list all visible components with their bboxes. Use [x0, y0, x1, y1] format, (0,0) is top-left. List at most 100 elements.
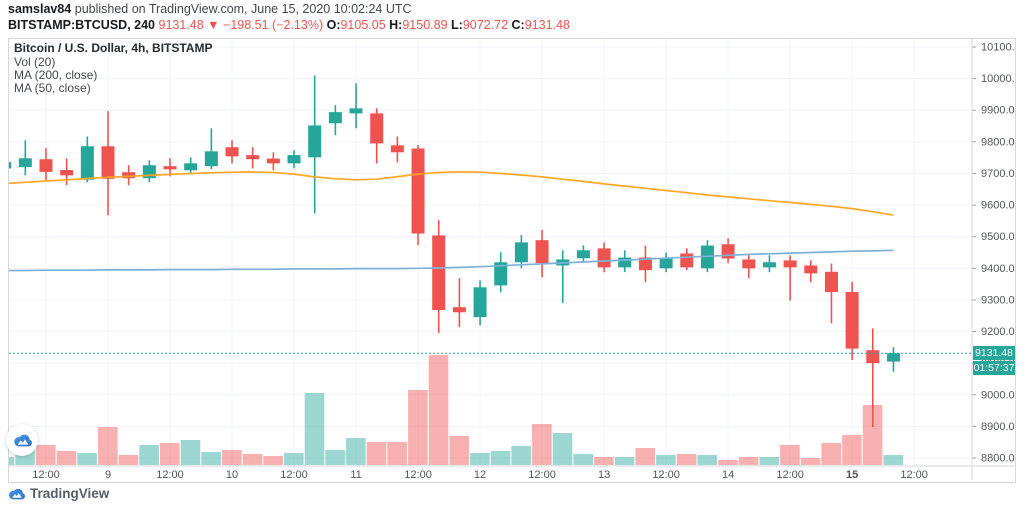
candle-body [762, 262, 776, 268]
candle-body [184, 163, 198, 171]
time-tick-label: 12 [474, 469, 486, 480]
candle[interactable] [680, 248, 694, 271]
candle-wick [24, 140, 27, 176]
time-tick-label: 12:00 [652, 469, 680, 480]
candle[interactable] [576, 245, 590, 263]
candle[interactable] [18, 140, 32, 176]
candle[interactable] [638, 245, 652, 283]
candle-wick [561, 250, 564, 304]
candle[interactable] [659, 252, 673, 273]
time-axis[interactable]: 12:00 9 12:00 10 12:00 11 12:00 12 12:00 13 12:00 1… [32, 469, 928, 480]
candle[interactable] [783, 255, 797, 301]
low-label: L: [451, 17, 463, 32]
volume-bar [77, 453, 97, 465]
volume-bar [180, 440, 201, 465]
candle[interactable] [204, 128, 218, 170]
volume-bar [470, 453, 490, 465]
volume-bars [9, 355, 904, 465]
candle-body [680, 253, 694, 268]
candle[interactable] [452, 278, 466, 328]
volume-bar [56, 451, 77, 465]
volume-bar [449, 436, 469, 465]
tradingview-watermark [6, 424, 38, 456]
candle[interactable] [494, 252, 508, 293]
candle[interactable] [762, 255, 776, 273]
chart-frame[interactable]: 8800.008900.009000.009100.009200.009300.… [6, 38, 1016, 483]
price-tick-label: 9800.00 [981, 136, 1015, 148]
candle[interactable] [80, 136, 94, 183]
candle[interactable] [328, 105, 342, 136]
last-price-badge: 9131.48 [973, 346, 1015, 360]
volume-bar [511, 446, 531, 465]
volume-bar [242, 454, 263, 465]
price-change: −198.51 (−2.13%) [223, 17, 324, 32]
high-label: H: [389, 17, 403, 32]
candle-body [618, 257, 632, 268]
candle[interactable] [246, 147, 260, 169]
volume-bar [160, 443, 180, 465]
volume-bar [759, 457, 780, 465]
volume-bar [552, 433, 573, 465]
candle-body [452, 307, 466, 313]
candle-body [804, 265, 818, 274]
candle[interactable] [473, 280, 487, 326]
volume-bar [139, 445, 159, 465]
volume-bar [118, 455, 139, 465]
legend-volume: Vol (20) [14, 55, 56, 69]
candle[interactable] [101, 111, 115, 216]
candle[interactable] [225, 140, 239, 164]
high-value: 9150.89 [402, 17, 448, 32]
volume-bar [9, 457, 15, 465]
open-label: O: [326, 17, 341, 32]
candle[interactable] [308, 75, 322, 214]
publish-info: published on TradingView.com, June 15, 2… [71, 2, 412, 16]
candle[interactable] [432, 220, 446, 334]
candle[interactable] [804, 260, 818, 283]
candle[interactable] [390, 136, 404, 163]
candle-wick [458, 278, 461, 328]
candle-body [349, 108, 363, 114]
time-tick-label: 9 [105, 469, 111, 480]
candle[interactable] [411, 145, 425, 246]
volume-bar [387, 442, 407, 465]
candle[interactable] [349, 83, 363, 129]
candle[interactable] [184, 157, 198, 175]
time-tick-label: 12:00 [156, 469, 184, 480]
candle[interactable] [618, 250, 632, 273]
candle[interactable] [721, 238, 735, 264]
candle[interactable] [845, 281, 859, 360]
time-tick-label: 10 [226, 469, 238, 480]
price-axis[interactable]: 8800.008900.009000.009100.009200.009300.… [972, 42, 1015, 465]
candle[interactable] [60, 158, 74, 186]
candle[interactable] [370, 108, 384, 164]
candle[interactable] [742, 253, 756, 279]
candle[interactable] [287, 150, 301, 169]
candle[interactable] [556, 250, 570, 304]
volume-bar [201, 452, 221, 465]
candlestick-chart[interactable]: 8800.008900.009000.009100.009200.009300.… [9, 39, 1015, 480]
last-price: 9131.48 [158, 17, 204, 32]
candle[interactable] [597, 242, 611, 273]
volume-bar [635, 448, 656, 465]
price-tick-label: 9600.00 [981, 200, 1015, 212]
ma200-line [9, 249, 894, 272]
candle[interactable] [39, 148, 53, 181]
volume-bar [532, 424, 552, 465]
candle[interactable] [514, 235, 528, 269]
candles[interactable] [9, 75, 900, 428]
candle[interactable] [142, 160, 156, 183]
candle[interactable] [163, 158, 177, 177]
candle[interactable] [266, 152, 280, 171]
time-tick-label: 12:00 [404, 469, 432, 480]
time-tick-label: 12:00 [776, 469, 804, 480]
candle[interactable] [824, 263, 838, 324]
time-tick-label: 12:00 [900, 469, 928, 480]
volume-bar [222, 450, 242, 465]
candle[interactable] [9, 160, 12, 170]
volume-bar [821, 443, 842, 465]
volume-bar [738, 457, 759, 465]
candle[interactable] [886, 347, 900, 372]
candle-body [39, 159, 53, 172]
candle[interactable] [535, 230, 549, 278]
candle[interactable] [122, 165, 136, 186]
